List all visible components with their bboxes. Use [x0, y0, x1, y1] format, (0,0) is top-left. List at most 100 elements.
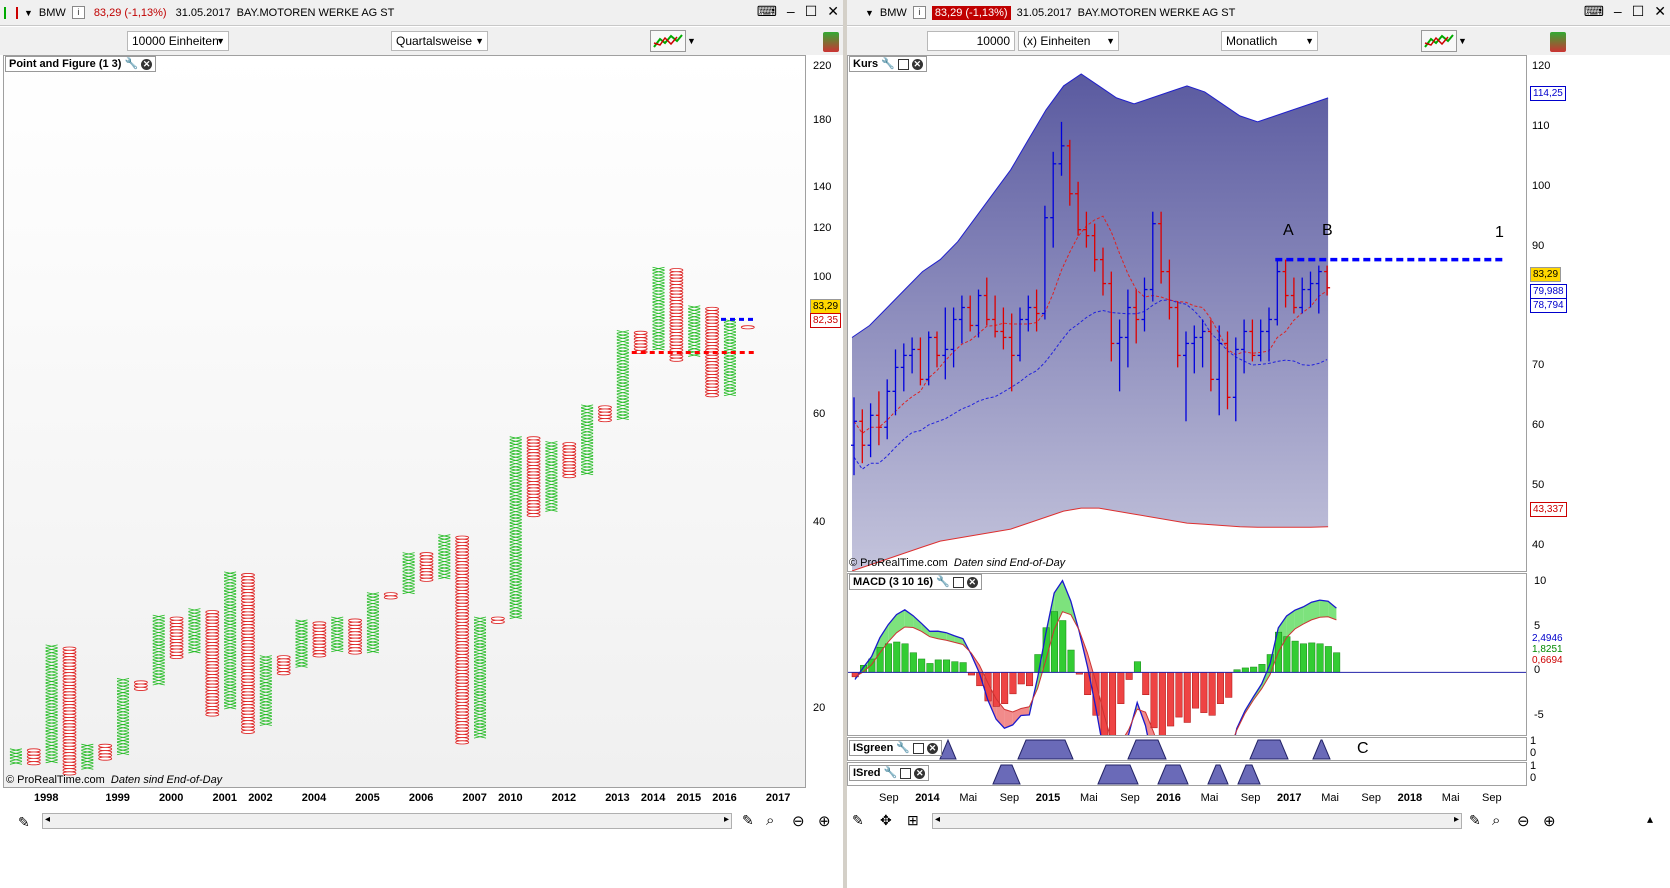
pnf-x-box [509, 561, 522, 565]
macd-hist-bar [943, 659, 951, 673]
close-icon[interactable]: ✕ [911, 58, 923, 70]
scroll-right-icon[interactable]: ▸ [1453, 814, 1459, 825]
pnf-x-box [545, 485, 558, 490]
edit-icon[interactable]: ✎ [852, 812, 864, 828]
close-icon[interactable]: ✕ [966, 576, 978, 588]
pnf-x-box [152, 643, 165, 648]
pnf-o-box [455, 708, 470, 713]
date: 31.05.2017 [1016, 6, 1072, 19]
pnf-o-box [526, 445, 541, 450]
window-icon[interactable] [900, 767, 912, 779]
pnf-x-box [473, 722, 487, 726]
minimize-icon[interactable]: – [1613, 3, 1622, 19]
pan-icon[interactable]: ✥ [880, 812, 892, 828]
pnf-o-box [526, 487, 541, 492]
pnf-o-box [348, 628, 362, 633]
zoom-out-icon[interactable]: ⊖ [1517, 813, 1530, 830]
x-tick-label: 2002 [248, 792, 273, 804]
pnf-o-box [98, 756, 113, 761]
pnf-x-box [473, 655, 487, 659]
chart-settings-icon[interactable]: ✎ [742, 812, 754, 828]
info-icon[interactable]: i [71, 6, 85, 19]
scroll-right-icon[interactable]: ▸ [723, 814, 729, 825]
close-icon[interactable]: ✕ [1654, 3, 1666, 19]
indicator-add-icon[interactable] [1550, 32, 1566, 52]
macd-hist-bar [1100, 672, 1108, 735]
chart-style-button[interactable] [1421, 30, 1457, 52]
pnf-o-box [348, 650, 362, 655]
window-icon[interactable] [913, 742, 925, 754]
wrench-icon[interactable]: 🔧 [936, 576, 950, 588]
pnf-column [526, 436, 541, 518]
zoom-fit-icon[interactable]: ⌕ [766, 812, 775, 829]
zoom-region-icon[interactable]: ⊞ [907, 812, 919, 828]
pnf-o-box [241, 688, 255, 693]
zoom-in-icon[interactable]: ⊕ [1543, 813, 1556, 830]
chart-style-dropdown-icon[interactable]: ▼ [687, 36, 696, 46]
pnf-o-box [562, 470, 577, 475]
maximize-icon[interactable]: ☐ [1631, 3, 1645, 19]
pnf-o-box [62, 649, 77, 654]
pnf-x-box [509, 580, 522, 584]
pnf-x-box [509, 503, 522, 507]
zoom-out-icon[interactable]: ⊖ [792, 813, 805, 830]
indicator-add-icon[interactable] [823, 32, 839, 52]
pnf-x-box [509, 516, 522, 520]
ohlc-bar [1025, 295, 1032, 332]
pnf-x-box [509, 493, 522, 498]
wrench-icon[interactable]: 🔧 [896, 742, 911, 754]
keyboard-icon[interactable]: ⌨ [1583, 3, 1604, 19]
info-icon[interactable]: i [912, 6, 926, 19]
y-tick-label: 10 [1534, 574, 1547, 587]
right-scrollbar[interactable]: ◂ ▸ [932, 813, 1462, 829]
scroll-vertical-icon[interactable]: ▴ [1647, 812, 1654, 826]
period-select[interactable]: Monatlich ▼ [1221, 31, 1318, 51]
chart-style-button[interactable] [650, 30, 686, 52]
y-tick-label: 5 [1534, 619, 1541, 632]
wrench-icon[interactable]: 🔧 [124, 58, 139, 70]
instrument-name: BAY.MOTOREN WERKE AG ST [236, 6, 395, 19]
keyboard-icon[interactable]: ⌨ [756, 3, 777, 19]
close-icon[interactable]: ✕ [927, 742, 939, 754]
period-select[interactable]: Quartalsweise ▼ [391, 31, 488, 51]
pnf-o-box [526, 477, 541, 482]
pnf-o-box [598, 418, 612, 423]
dropdown-arrow-icon[interactable]: ▼ [865, 7, 874, 18]
wrench-icon[interactable]: 🔧 [881, 58, 895, 70]
units-input[interactable]: 10000 [927, 31, 1015, 51]
close-icon[interactable]: ✕ [914, 767, 926, 779]
pnf-o-box [62, 749, 77, 754]
pnf-x-box [366, 601, 380, 606]
y-tick-label: 20 [813, 701, 826, 714]
chart-type-icon[interactable] [4, 6, 18, 19]
pnf-o-box [669, 341, 684, 346]
maximize-icon[interactable]: ☐ [804, 3, 818, 19]
chart-style-dropdown-icon[interactable]: ▼ [1458, 36, 1467, 46]
ohlc-bar [875, 391, 882, 446]
units-select[interactable]: 10000 Einheiten ▼ [127, 31, 229, 51]
macd-hist-bar [1009, 672, 1017, 695]
window-icon[interactable] [952, 576, 964, 588]
scroll-left-icon[interactable]: ◂ [935, 814, 941, 825]
macd-hist-bar [901, 643, 909, 673]
window-icon[interactable] [897, 58, 909, 70]
dropdown-arrow-icon[interactable]: ▼ [24, 7, 33, 18]
pnf-x-box [473, 651, 487, 656]
pnf-o-box [455, 737, 470, 742]
left-scrollbar[interactable]: ◂ ▸ [42, 813, 732, 829]
edit-icon[interactable]: ✎ [18, 814, 30, 830]
close-icon[interactable]: ✕ [827, 3, 839, 19]
pnf-x-box [723, 328, 737, 333]
x-tick-label: Mai [1441, 792, 1460, 804]
wrench-icon[interactable]: 🔧 [883, 767, 898, 779]
zoom-fit-icon[interactable]: ⌕ [1492, 812, 1501, 829]
units-select[interactable]: (x) Einheiten ▼ [1018, 31, 1119, 51]
pnf-x-box [331, 616, 344, 621]
pnf-x-box [616, 406, 629, 411]
zoom-in-icon[interactable]: ⊕ [818, 813, 831, 830]
chart-settings-icon[interactable]: ✎ [1469, 812, 1481, 828]
pnf-x-box [152, 640, 165, 644]
scroll-left-icon[interactable]: ◂ [45, 814, 51, 825]
close-icon[interactable]: ✕ [141, 58, 153, 70]
minimize-icon[interactable]: – [786, 3, 795, 19]
